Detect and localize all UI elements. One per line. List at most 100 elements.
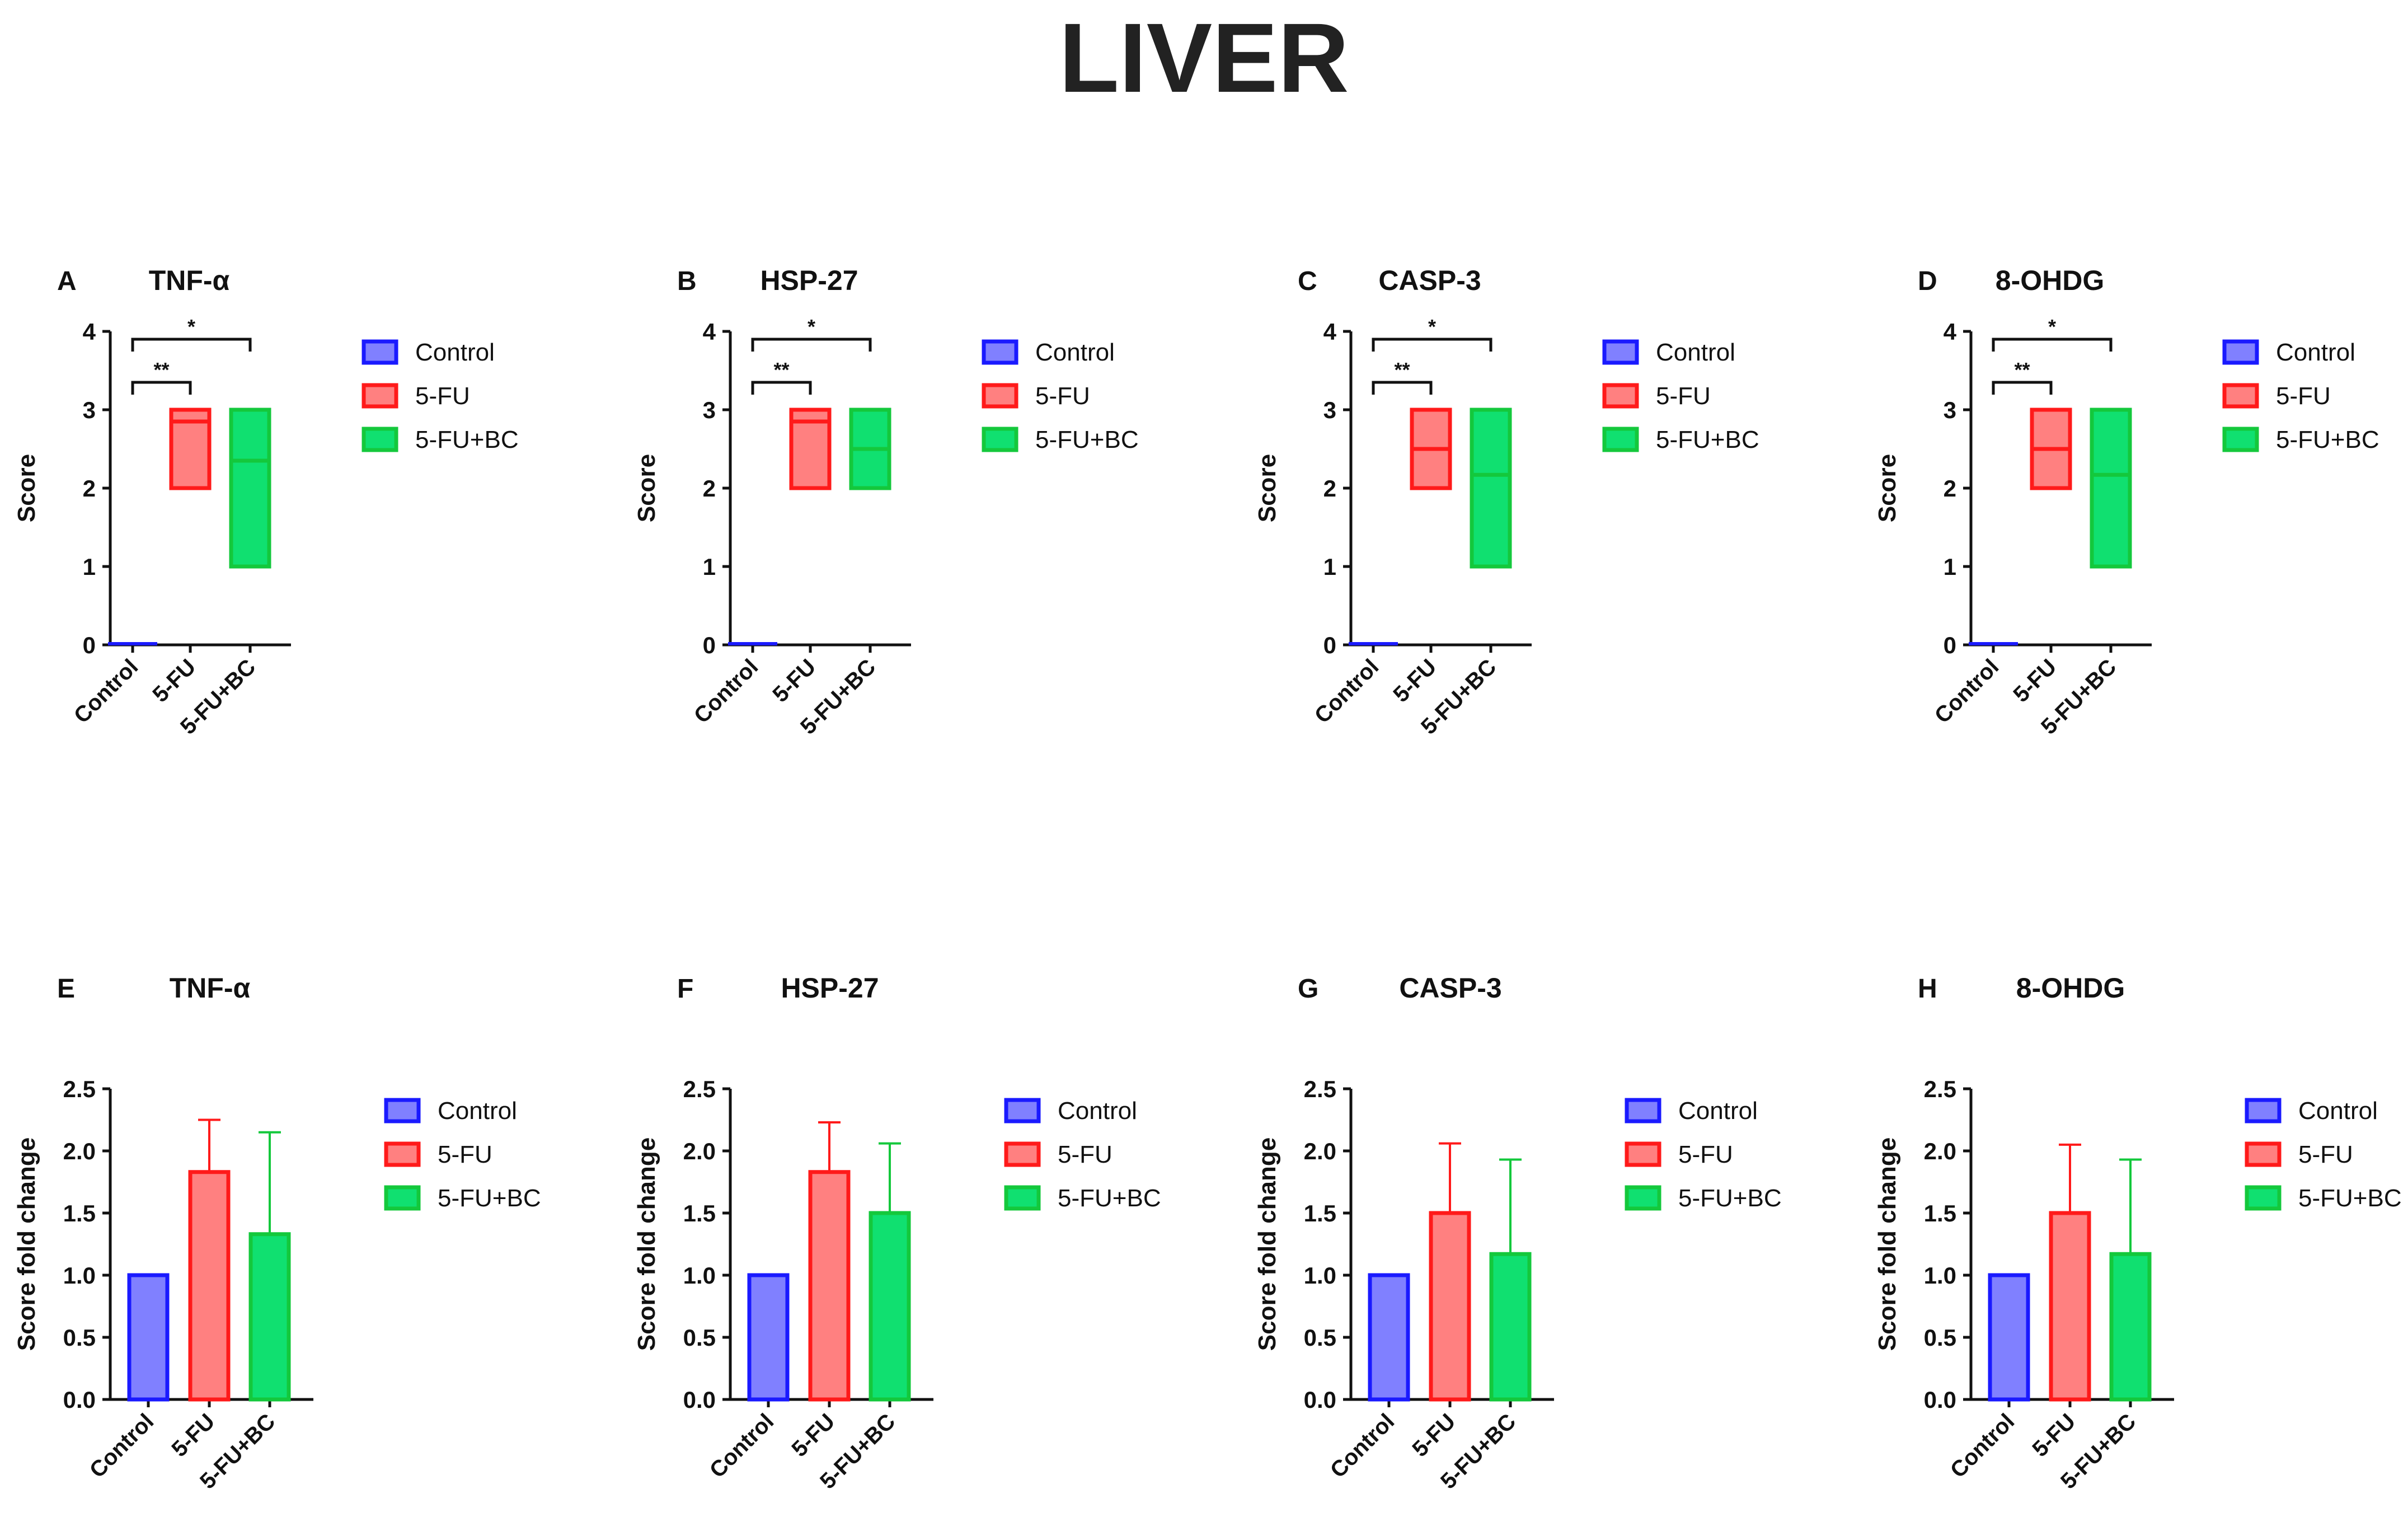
legend-label: 5-FU (1656, 382, 1711, 410)
legend-swatch (1602, 427, 1639, 452)
y-tick-label: 1 (83, 554, 96, 580)
legend-label: 5-FU (1058, 1141, 1113, 1168)
legend-label: 5-FU+BC (1678, 1184, 1782, 1212)
y-tick-label: 0.0 (63, 1387, 96, 1413)
y-tick-label: 0.0 (683, 1387, 716, 1413)
legend-label: 5-FU+BC (2276, 426, 2379, 453)
y-tick-label: 2.5 (1304, 1076, 1336, 1102)
y-tick-label: 2 (1323, 475, 1336, 502)
significance-bracket (1992, 381, 2053, 395)
legend-label: Control (1035, 339, 1115, 366)
panel-title: 8-OHDG (1996, 265, 2104, 296)
y-tick-label: 1.5 (683, 1200, 716, 1226)
legend-label: Control (1678, 1097, 1758, 1125)
legend-swatch (982, 383, 1018, 409)
y-tick-label: 3 (1323, 397, 1336, 423)
panel-letter: G (1298, 974, 1318, 1004)
x-tick-label: Control (85, 1409, 159, 1483)
panel-letter: B (677, 266, 697, 296)
y-tick-label: 2.5 (683, 1076, 716, 1102)
bar (1368, 1273, 1410, 1402)
legend-swatch (2222, 383, 2259, 409)
legend-label: 5-FU (1678, 1141, 1733, 1168)
y-tick-label: 4 (1323, 319, 1337, 345)
bar (747, 1273, 790, 1402)
significance-label: * (2048, 315, 2056, 338)
x-tick-label: 5-FU (768, 654, 820, 707)
legend-label: Control (1656, 339, 1735, 366)
x-tick-label: Control (1310, 654, 1384, 728)
panel-letter: C (1298, 266, 1317, 296)
legend-swatch (1602, 383, 1639, 409)
panel-title: 8-OHDG (2016, 972, 2125, 1004)
legend-swatch (982, 427, 1018, 452)
panel-title: CASP-3 (1378, 265, 1481, 296)
y-tick-label: 0 (1323, 632, 1336, 658)
y-tick-label: 1.5 (1304, 1200, 1336, 1226)
y-tick-label: 4 (1944, 319, 1957, 345)
figure-title: LIVER (1059, 3, 1349, 113)
y-tick-label: 1 (1323, 554, 1336, 580)
significance-bracket (1992, 338, 2113, 352)
y-tick-label: 2.5 (1924, 1076, 1956, 1102)
panel-title: HSP-27 (781, 972, 879, 1004)
panel-f: F HSP-27 0.0 0.5 1.0 1.5 2.0 2.5 Score fold chan… (633, 972, 1161, 1494)
legend-label: 5-FU (2276, 382, 2331, 410)
legend-swatch (1004, 1141, 1041, 1167)
bar (2049, 1211, 2091, 1402)
bar (188, 1170, 231, 1402)
legend-swatch (1004, 1185, 1041, 1211)
bar (127, 1273, 170, 1402)
panel-letter: A (57, 266, 77, 296)
y-tick-label: 0.0 (1924, 1387, 1956, 1413)
y-tick-label: 1.5 (63, 1200, 96, 1226)
legend-label: 5-FU+BC (2298, 1184, 2402, 1212)
significance-bracket (751, 338, 872, 352)
y-axis-label: Score (1874, 454, 1901, 522)
panel-title: TNF-α (149, 265, 230, 296)
legend-swatch (362, 427, 398, 452)
legend-swatch (384, 1185, 421, 1211)
significance-bracket (1372, 338, 1492, 352)
floating-bar (1470, 408, 1512, 569)
panel-h: H 8-OHDG 0.0 0.5 1.0 1.5 2.0 2.5 Score fold chan… (1874, 972, 2402, 1494)
significance-bracket (751, 381, 812, 395)
y-tick-label: 0.5 (1924, 1324, 1956, 1351)
legend-label: 5-FU+BC (438, 1184, 541, 1212)
legend-label: Control (415, 339, 495, 366)
y-axis-label: Score (13, 454, 40, 522)
y-tick-label: 2.0 (1304, 1138, 1336, 1164)
x-tick-label: Control (689, 654, 763, 728)
significance-label: ** (773, 358, 789, 381)
legend-swatch (2222, 339, 2259, 365)
y-axis-label: Score (633, 454, 660, 522)
y-tick-label: 4 (83, 319, 96, 345)
y-tick-label: 0.5 (63, 1324, 96, 1351)
x-tick-label: Control (69, 654, 143, 728)
x-tick-label: Control (1930, 654, 2004, 728)
y-tick-label: 2 (703, 475, 716, 502)
x-tick-label: 5-FU (148, 654, 200, 707)
y-tick-label: 1.0 (683, 1262, 716, 1289)
y-tick-label: 0 (83, 632, 96, 658)
floating-bar (229, 408, 271, 569)
panel-letter: H (1918, 974, 1937, 1004)
x-tick-label: Control (1326, 1409, 1400, 1483)
y-axis-label: Score fold change (13, 1137, 40, 1351)
legend-label: Control (2276, 339, 2355, 366)
y-tick-label: 2 (83, 475, 96, 502)
y-axis-label: Score (1254, 454, 1281, 522)
y-tick-label: 0 (1944, 632, 1956, 658)
bar (1489, 1252, 1532, 1402)
legend-swatch (1602, 339, 1639, 365)
significance-label: ** (2014, 358, 2030, 381)
significance-bracket (1372, 381, 1433, 395)
y-tick-label: 0.5 (683, 1324, 716, 1351)
significance-bracket (131, 338, 252, 352)
legend-swatch (2222, 427, 2259, 452)
legend-label: 5-FU (438, 1141, 492, 1168)
legend-label: Control (2298, 1097, 2378, 1125)
y-axis-label: Score fold change (633, 1137, 660, 1351)
bar (808, 1170, 851, 1402)
significance-label: * (808, 315, 815, 338)
